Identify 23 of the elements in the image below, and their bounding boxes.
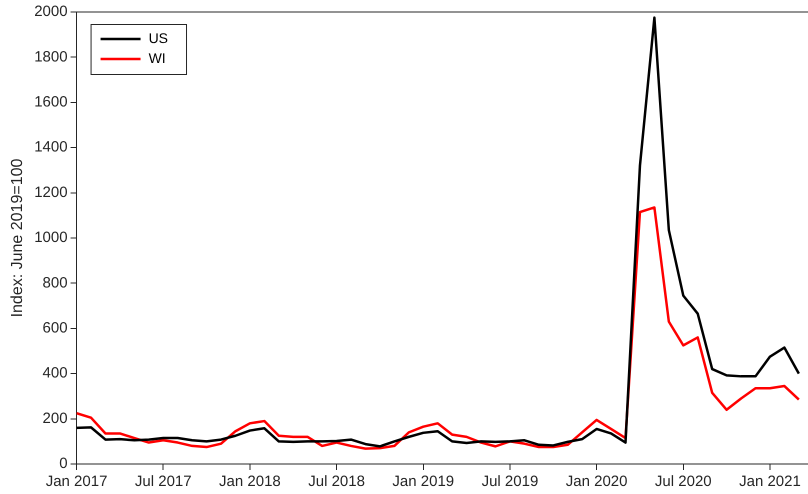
y-axis-title: Index: June 2019=100 xyxy=(9,158,26,318)
y-tick-label: 0 xyxy=(59,455,68,472)
y-tick-label: 2000 xyxy=(34,3,68,20)
y-tick-label: 1200 xyxy=(34,184,68,201)
y-tick-label: 1000 xyxy=(34,229,68,246)
x-tick-label: Jan 2018 xyxy=(219,473,281,490)
y-tick-label: 400 xyxy=(42,364,68,382)
y-tick-label: 1600 xyxy=(34,94,68,111)
y-tick-label: 600 xyxy=(42,320,68,337)
x-tick-label: Jul 2017 xyxy=(134,473,192,490)
y-tick-label: 200 xyxy=(42,410,68,427)
y-tick-label: 800 xyxy=(42,274,68,292)
x-tick-label: Jul 2020 xyxy=(654,473,712,490)
x-tick-label: Jan 2021 xyxy=(739,473,801,490)
x-tick-label: Jan 2017 xyxy=(46,473,108,490)
x-tick-label: Jul 2019 xyxy=(482,473,538,490)
y-tick-label: 1400 xyxy=(34,138,68,156)
x-tick-label: Jan 2020 xyxy=(566,473,628,490)
x-tick-label: Jan 2019 xyxy=(392,473,454,490)
y-tick-label: 1800 xyxy=(34,48,68,66)
legend-label: US xyxy=(148,30,168,46)
x-tick-label: Jul 2018 xyxy=(308,473,365,490)
legend-label: WI xyxy=(148,50,166,66)
